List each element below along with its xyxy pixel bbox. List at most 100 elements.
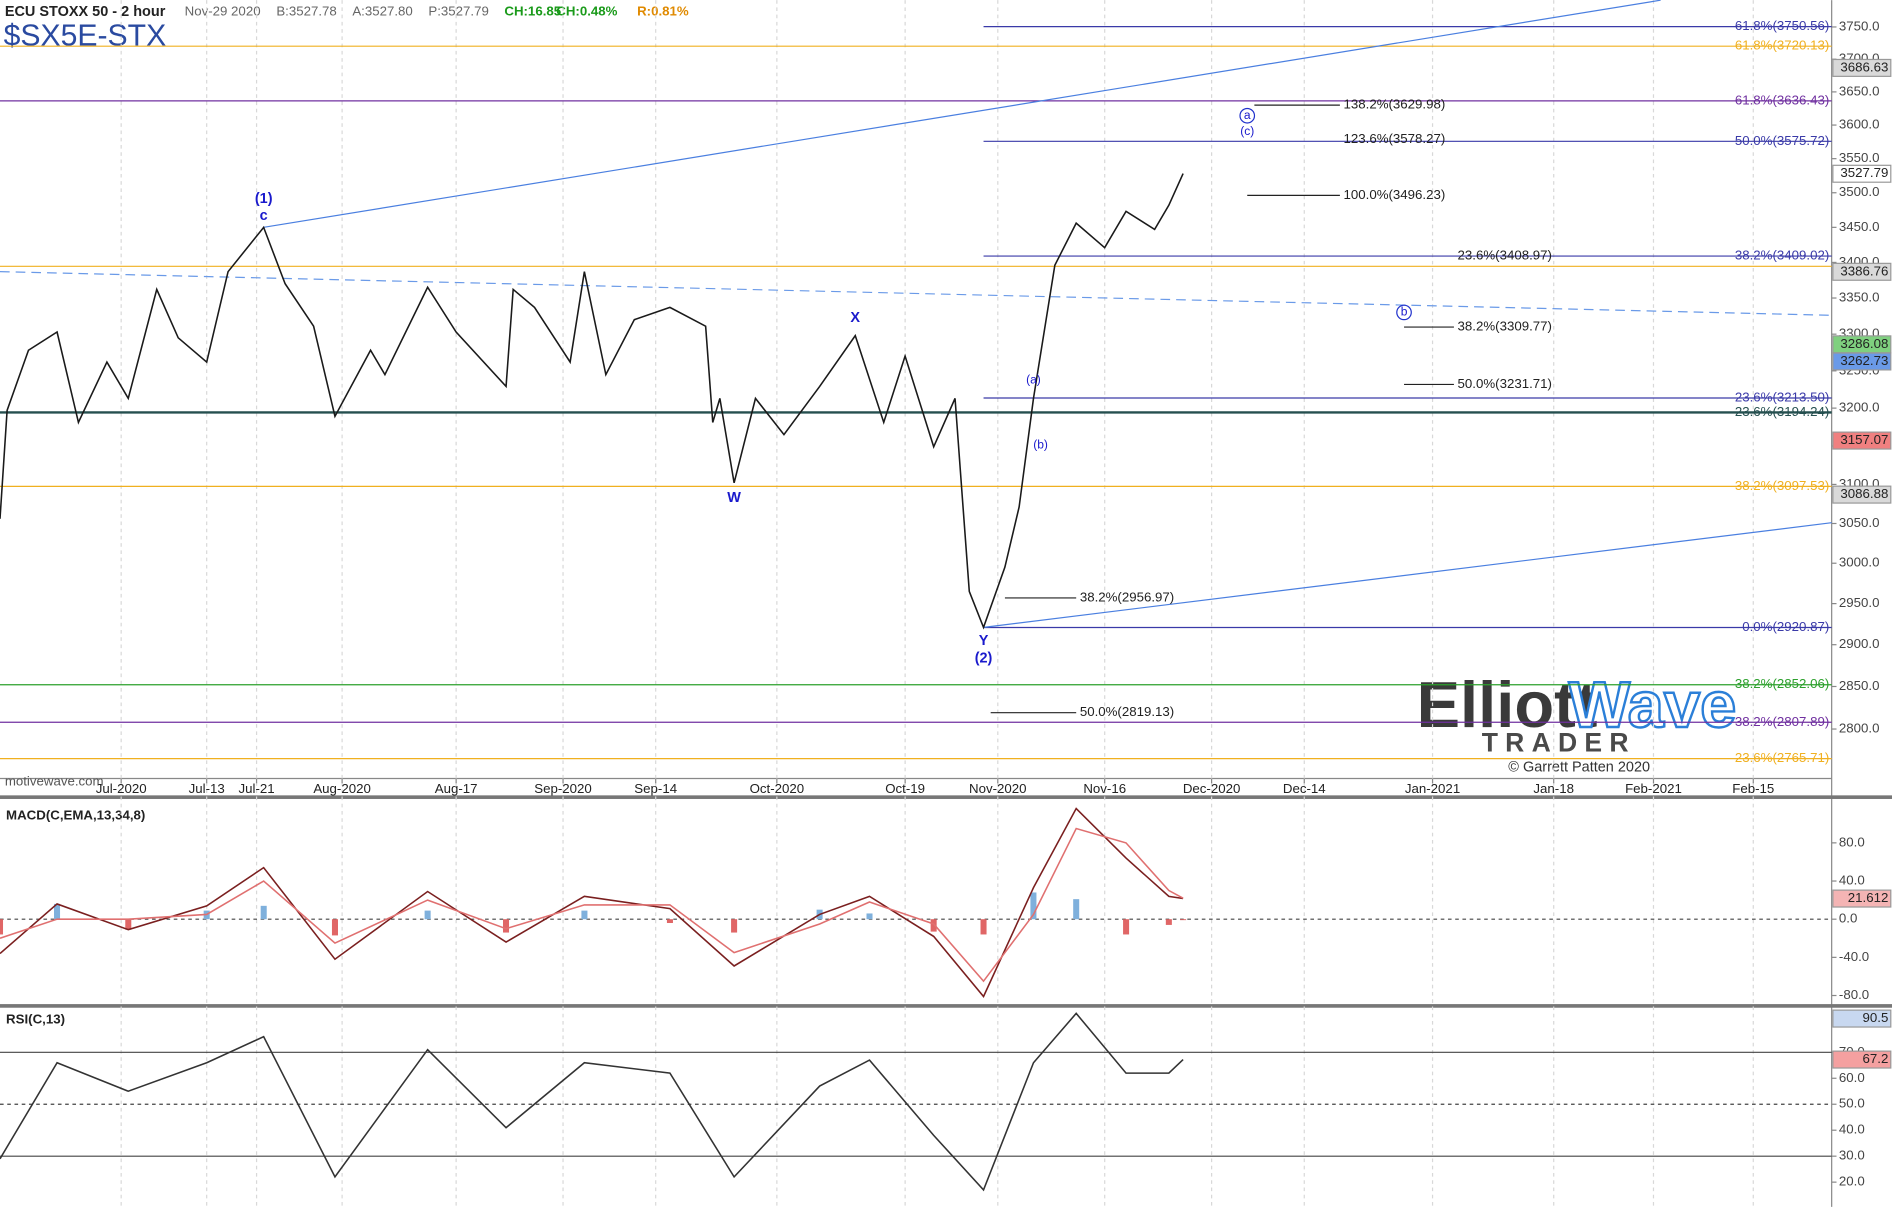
y-tick-label: 80.0 [1839, 834, 1865, 849]
y-tick-label: 2900.0 [1839, 636, 1880, 651]
x-tick-label: Jul-2020 [96, 781, 147, 796]
wave-label: (2) [975, 651, 993, 667]
x-tick-label: Oct-19 [885, 781, 925, 796]
fib-level-label: 61.8%(3750.56) [1735, 18, 1829, 33]
logo-text: Wave [1569, 668, 1737, 741]
fib-level-label: 61.8%(3720.13) [1735, 38, 1829, 53]
histogram-bar [581, 910, 588, 920]
y-tick-label: 3500.0 [1839, 184, 1880, 199]
x-tick-label: Dec-14 [1283, 781, 1326, 796]
x-tick-label: Nov-2020 [969, 781, 1027, 796]
ask: A:3527.80 [352, 4, 413, 19]
trend-line [263, 0, 1661, 228]
wave-label: Y [979, 633, 989, 649]
y-tick-label: 40.0 [1839, 1122, 1865, 1137]
x-tick-label: Jul-13 [189, 781, 225, 796]
price-tag [1832, 262, 1892, 281]
histogram-bar [125, 919, 132, 930]
y-tick-label: 40.0 [1839, 873, 1865, 888]
x-tick-label: Dec-2020 [1183, 781, 1241, 796]
y-tick-label: 2850.0 [1839, 678, 1880, 693]
wave-label: a [1244, 108, 1251, 122]
x-tick-label: Aug-2020 [313, 781, 371, 796]
histogram-bar [1180, 919, 1187, 921]
x-tick-label: Aug-17 [435, 781, 478, 796]
y-tick-label: 3550.0 [1839, 150, 1880, 165]
histogram-bar [260, 905, 267, 920]
x-tick-label: Sep-14 [634, 781, 677, 796]
trend-line [983, 522, 1832, 628]
x-tick-label: Jan-2021 [1405, 781, 1460, 796]
y-tick-label: 2950.0 [1839, 595, 1880, 610]
price-tag [1832, 431, 1892, 450]
histogram-bar [980, 919, 987, 935]
y-tick-label: 3750.0 [1839, 18, 1880, 33]
histogram-bar [331, 919, 338, 936]
x-tick-label: Jul-21 [239, 781, 275, 796]
histogram-bar [866, 913, 873, 920]
histogram-bar [666, 919, 673, 924]
price-tag-label: 3527.79 [1840, 165, 1888, 180]
wave-circle [1396, 304, 1412, 321]
credit: © Garrett Patten 2020 [1508, 759, 1650, 775]
bid: B:3527.78 [276, 4, 337, 19]
price-tag [1832, 1009, 1892, 1028]
fib-mark-label: 100.0%(3496.23) [1344, 187, 1446, 202]
fib-level-label: 61.8%(3636.43) [1735, 92, 1829, 107]
x-tick-label: Feb-2021 [1625, 781, 1682, 796]
y-tick-label: 3350.0 [1839, 290, 1880, 305]
price-tag-label: 67.2 [1863, 1051, 1889, 1066]
change: CH:16.85 [504, 4, 561, 19]
fib-level-label: 38.2%(2852.06) [1735, 676, 1829, 691]
y-tick-label: 50.0 [1839, 1096, 1865, 1111]
histogram-bar [1073, 899, 1080, 920]
x-tick-label: Sep-2020 [534, 781, 592, 796]
y-tick-label: 2800.0 [1839, 721, 1880, 736]
price-tag-label: 3086.88 [1840, 486, 1888, 501]
price-tag [1832, 485, 1892, 504]
wave-label: (c) [1240, 124, 1254, 138]
fib-level-label: 23.6%(2765.71) [1735, 750, 1829, 765]
y-tick-label: 3600.0 [1839, 117, 1880, 132]
histogram-bar [1165, 919, 1172, 925]
fib-mark-label: 138.2%(3629.98) [1344, 97, 1446, 112]
fib-mark-label: 38.2%(3309.77) [1458, 319, 1552, 334]
price-tag-label: 3286.08 [1840, 336, 1888, 351]
y-tick-label: 60.0 [1839, 1070, 1865, 1085]
fib-mark-label: 50.0%(3231.71) [1458, 376, 1552, 391]
series-line [0, 827, 1184, 983]
histogram-bar [1123, 919, 1130, 935]
date: Nov-29 2020 [185, 4, 261, 19]
price-tag-label: 90.5 [1863, 1010, 1889, 1025]
price-tag-label: 21.612 [1848, 890, 1889, 905]
wave-label: X [850, 310, 860, 326]
price-tag-label: 3157.07 [1840, 432, 1888, 447]
y-tick-label: 0.0 [1839, 911, 1857, 926]
panel-divider [0, 1004, 1892, 1008]
fib-level-label: 50.0%(3575.72) [1735, 133, 1829, 148]
price-tag-label: 3262.73 [1840, 353, 1888, 368]
x-tick-label: Jan-18 [1533, 781, 1574, 796]
x-tick-label: Nov-16 [1083, 781, 1126, 796]
wave-label: W [727, 490, 741, 506]
panel-divider [0, 795, 1892, 799]
fib-level-label: 23.6%(3194.24) [1735, 404, 1829, 419]
histogram-bar [731, 919, 738, 933]
histogram-bar [424, 910, 431, 920]
histogram-bar [1030, 892, 1037, 920]
source: motivewave.com [5, 774, 104, 789]
fib-level-label: 0.0%(2920.87) [1742, 619, 1829, 634]
wave-label: (b) [1033, 437, 1048, 451]
wave-label: b [1401, 305, 1408, 319]
price-tag-label: 3386.76 [1840, 263, 1888, 278]
x-tick-label: Oct-2020 [750, 781, 805, 796]
wave-label: c [260, 208, 268, 224]
logo-text: TRADER [1482, 728, 1636, 758]
instrument: ECU STOXX 50 - 2 hour [5, 4, 166, 20]
fib-level-label: 38.2%(2807.89) [1735, 714, 1829, 729]
y-tick-label: 30.0 [1839, 1148, 1865, 1163]
chart-title: $SX5E-STX [4, 20, 167, 53]
y-tick-label: 3450.0 [1839, 219, 1880, 234]
